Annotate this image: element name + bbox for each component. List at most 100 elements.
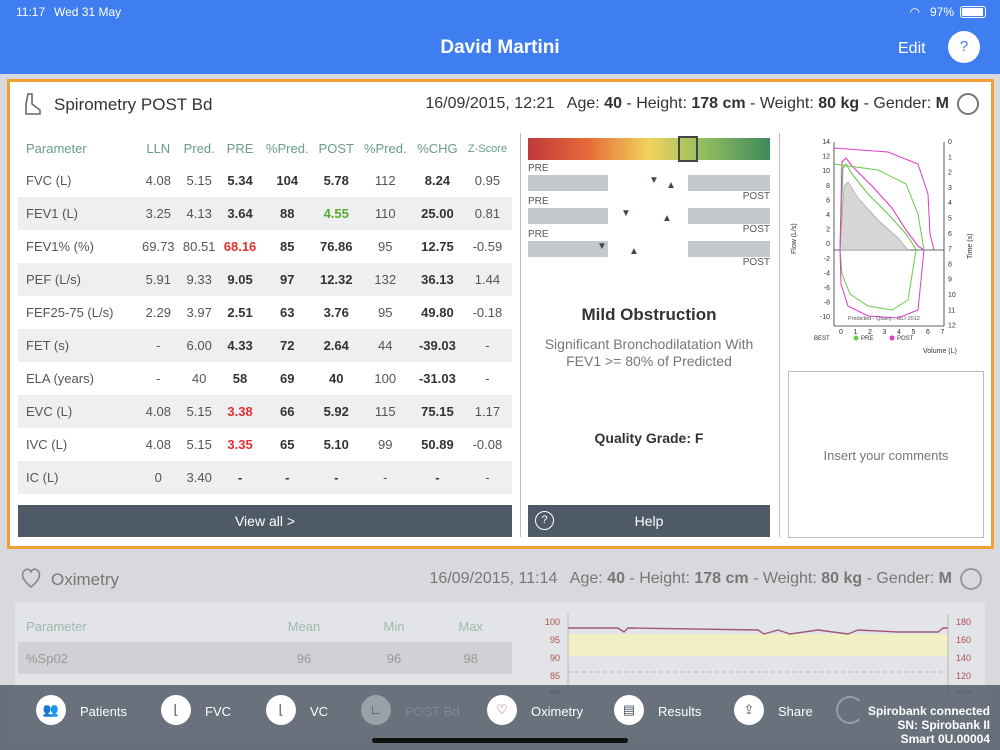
table-cell: -39.03 bbox=[412, 329, 463, 362]
post-insp-curve bbox=[839, 249, 925, 319]
weight-label: - Weight: bbox=[753, 570, 817, 587]
table-cell: 98 bbox=[429, 642, 512, 674]
table-cell: 3.76 bbox=[323, 305, 349, 320]
divider bbox=[520, 133, 521, 537]
axis-tick: 100 bbox=[545, 617, 560, 627]
table-cell: - bbox=[137, 329, 179, 362]
app-header: David Martini Edit ? bbox=[0, 24, 1000, 74]
table-cell: 115 bbox=[358, 395, 413, 428]
axis-tick: 14 bbox=[822, 139, 830, 146]
axis-tick: 7 bbox=[941, 329, 945, 336]
pre-marker: ▼ bbox=[597, 241, 607, 252]
table-row[interactable]: PEF (L/s) 5.91 9.33 9.05 97 12.32 132 36.13 1.44 bbox=[18, 263, 512, 296]
table-cell: 100 bbox=[374, 371, 397, 386]
table-row[interactable]: FET (s) -6.00 4.33 72 2.64 44 -39.03- bbox=[18, 329, 512, 362]
table-cell: 99 bbox=[378, 437, 393, 452]
tab-label: Oximetry bbox=[531, 704, 583, 719]
table-cell: - bbox=[314, 461, 359, 494]
axis-tick: 10 bbox=[948, 292, 956, 299]
table-cell: 3.38 bbox=[219, 395, 261, 428]
table-row[interactable]: IVC (L) 4.08 5.15 3.35 65 5.10 99 50.89 -0.08 bbox=[18, 428, 512, 461]
table-cell: 58 bbox=[232, 371, 248, 386]
age-value: 40 bbox=[604, 95, 622, 112]
axis-tick: 140 bbox=[956, 653, 971, 663]
select-circle[interactable] bbox=[957, 93, 979, 115]
table-cell: 5.91 bbox=[137, 263, 179, 296]
table-cell: 88 bbox=[260, 197, 315, 230]
test-datetime: 16/09/2015, 12:21 bbox=[425, 95, 555, 112]
table-row[interactable]: FEV1 (L) 3.25 4.13 3.64 88 4.55 110 25.00 0.81 bbox=[18, 197, 512, 230]
table-cell: 65 bbox=[280, 437, 295, 452]
home-indicator bbox=[372, 738, 628, 743]
view-all-button[interactable]: View all > bbox=[18, 505, 512, 537]
table-row[interactable]: ELA (years) - 40 58 69 40 100 -31.03 - bbox=[18, 362, 512, 395]
gender-value: M bbox=[938, 570, 952, 587]
table-cell: 69 bbox=[280, 371, 295, 386]
table-cell: 1.44 bbox=[462, 263, 512, 296]
table-cell: - bbox=[358, 461, 413, 494]
axis-tick: 4 bbox=[897, 329, 901, 336]
select-circle[interactable] bbox=[960, 568, 982, 590]
pre-label: PRE bbox=[528, 229, 549, 240]
table-row[interactable]: FVC (L) 4.08 5.15 5.34 104 5.78 112 8.24 0.95 bbox=[18, 164, 512, 197]
table-cell: 0.81 bbox=[462, 197, 512, 230]
table-cell: - bbox=[219, 461, 261, 494]
status-date: Wed 31 May bbox=[54, 5, 122, 19]
axis-tick: -8 bbox=[824, 300, 830, 307]
column-header: POST bbox=[318, 141, 354, 156]
table-row[interactable]: FEF25-75 (L/s) 2.29 3.97 2.51 63 3.76 95 49.80 -… bbox=[18, 296, 512, 329]
pre-time-curve bbox=[833, 163, 925, 251]
axis-tick: 5 bbox=[948, 216, 952, 223]
help-icon[interactable]: ? bbox=[948, 31, 980, 63]
quality-grade: Quality Grade: F bbox=[594, 430, 704, 446]
column-header: Min bbox=[383, 618, 405, 634]
table-cell: 3.35 bbox=[227, 437, 253, 452]
table-cell: 75.15 bbox=[412, 395, 463, 428]
table-row[interactable]: IC (L) 0 3.40- - - - - - bbox=[18, 461, 512, 494]
spirometer-icon bbox=[25, 93, 41, 115]
axis-tick: 3 bbox=[883, 329, 887, 336]
table-cell: 63 bbox=[280, 305, 295, 320]
model-line: Smart 0U.00004 bbox=[900, 732, 990, 746]
axis-tick: -4 bbox=[824, 270, 830, 277]
table-cell: 112 bbox=[374, 173, 396, 188]
table-cell: 40 bbox=[191, 371, 207, 386]
table-cell: 96 bbox=[358, 642, 430, 674]
table-cell: 4.33 bbox=[219, 329, 261, 362]
height-value: 178 cm bbox=[691, 95, 746, 112]
table-row[interactable]: %Sp02 96 96 98 bbox=[18, 642, 512, 674]
legend-best: BEST bbox=[814, 336, 830, 342]
volume-axis-label: Volume (L) bbox=[923, 348, 957, 355]
axis-tick: 90 bbox=[550, 653, 560, 663]
help-button[interactable]: ? Help bbox=[528, 505, 770, 537]
severity-marker bbox=[678, 136, 698, 162]
column-header: %Pred. bbox=[363, 141, 407, 156]
table-row[interactable]: EVC (L) 4.08 5.15 3.38 66 5.92 115 75.15 1.17 bbox=[18, 395, 512, 428]
axis-tick: 85 bbox=[550, 671, 560, 681]
axis-tick: 180 bbox=[956, 617, 971, 627]
axis-tick: 5 bbox=[912, 329, 916, 336]
spirometry-card[interactable]: Spirometry POST Bd 16/09/2015, 12:21 Age… bbox=[7, 79, 994, 549]
edit-button[interactable]: Edit bbox=[898, 40, 926, 57]
tab-label: Share bbox=[778, 704, 813, 719]
table-cell: %Sp02 bbox=[18, 642, 250, 674]
table-row[interactable]: FEV1% (%) 69.73 80.51 68.16 85 76.86 95 12.75 -0… bbox=[18, 230, 512, 263]
axis-tick: 4 bbox=[948, 200, 952, 207]
table-cell: 76.86 bbox=[319, 239, 353, 254]
gender-label: - Gender: bbox=[866, 570, 935, 587]
tab-label: VC bbox=[310, 704, 329, 719]
table-cell: 4.08 bbox=[145, 173, 171, 188]
comments-box[interactable]: Insert your comments bbox=[788, 371, 984, 538]
table-cell: 5.92 bbox=[314, 395, 359, 428]
table-cell: 9.33 bbox=[178, 263, 220, 296]
diagnosis-title: Mild Obstruction bbox=[581, 305, 717, 324]
table-cell: 66 bbox=[260, 395, 315, 428]
axis-tick: 6 bbox=[926, 329, 930, 336]
bd-track-1: PRE ▼ ▲ POST bbox=[528, 163, 770, 202]
patient-name: David Martini bbox=[440, 37, 560, 58]
table-cell: 96 bbox=[249, 642, 359, 674]
axis-tick: 9 bbox=[948, 277, 952, 284]
connection-status: Spirobank connected SN: Spirobank II Sma… bbox=[868, 704, 990, 746]
column-header: LLN bbox=[146, 141, 171, 156]
